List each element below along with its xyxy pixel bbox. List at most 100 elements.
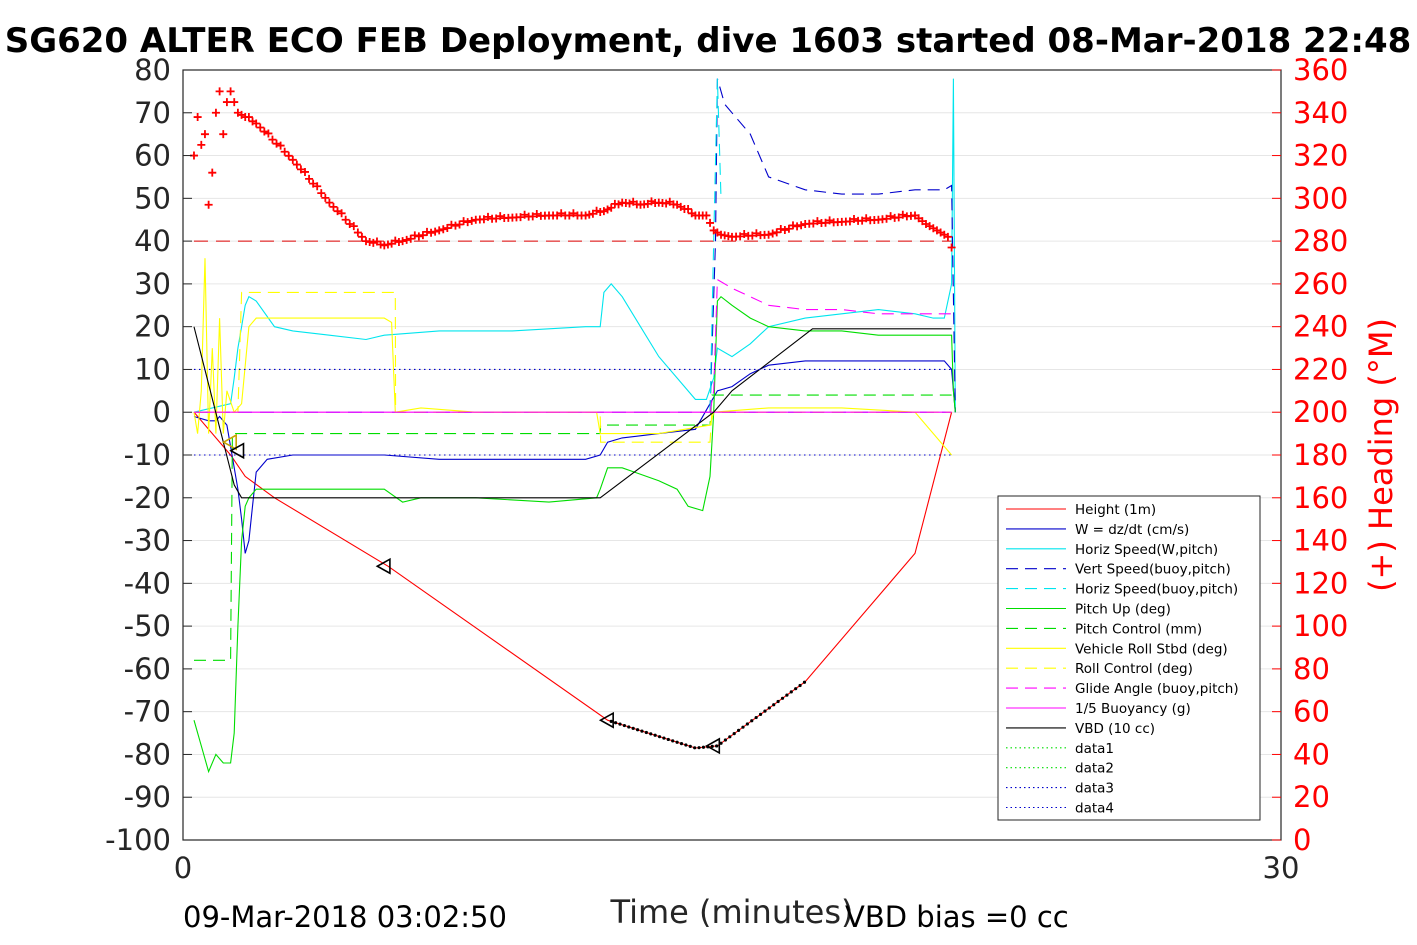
heading-marker xyxy=(886,212,895,221)
heading-marker xyxy=(414,232,423,241)
height-dot xyxy=(684,743,688,747)
height-dot xyxy=(798,683,802,688)
heading-marker xyxy=(825,216,834,225)
y2-tick-label: 160 xyxy=(1293,481,1348,515)
heading-marker xyxy=(516,213,525,222)
heading-marker xyxy=(736,232,745,241)
heading-marker xyxy=(341,215,350,224)
y2-tick-label: 0 xyxy=(1293,823,1311,857)
y-tick-label: 30 xyxy=(134,267,171,301)
heading-marker xyxy=(463,218,472,227)
heading-marker xyxy=(313,182,322,191)
heading-marker xyxy=(894,213,903,222)
heading-marker xyxy=(809,219,818,228)
heading-marker xyxy=(391,236,400,245)
height-dot xyxy=(780,696,785,700)
heading-marker xyxy=(325,198,334,207)
heading-marker xyxy=(208,168,217,177)
height-dot xyxy=(710,744,714,748)
heading-marker xyxy=(862,214,871,223)
y-tick-label: 80 xyxy=(134,53,171,87)
heading-marker xyxy=(406,234,415,243)
series-line xyxy=(709,78,956,413)
series-line xyxy=(193,360,956,554)
heading-marker xyxy=(321,193,330,202)
height-dot xyxy=(719,741,723,745)
heading-marker xyxy=(402,235,411,244)
axis-ticks: 80706050403020100-10-20-30-40-50-60-70-8… xyxy=(105,53,1348,885)
heading-marker xyxy=(423,227,431,236)
heading-marker xyxy=(793,222,802,231)
heading-marker xyxy=(244,113,253,122)
height-dot xyxy=(794,687,798,691)
heading-marker xyxy=(943,232,952,241)
height-dot xyxy=(693,746,697,750)
height-dot xyxy=(614,721,618,725)
heading-marker xyxy=(447,220,456,229)
footer-vbd-bias: VBD bias =0 cc xyxy=(845,900,1069,934)
heading-marker xyxy=(706,218,715,227)
heading-marker xyxy=(427,228,436,237)
y-tick-label: -50 xyxy=(124,609,171,643)
y-tick-label: -30 xyxy=(124,524,171,558)
heading-marker xyxy=(850,215,858,224)
x-tick-label: 0 xyxy=(174,851,192,885)
heading-marker xyxy=(455,220,464,229)
y2-tick-label: 180 xyxy=(1293,438,1348,472)
heading-marker xyxy=(662,199,671,208)
heading-marker xyxy=(625,199,634,208)
height-dot xyxy=(701,745,706,749)
heading-marker xyxy=(496,212,505,221)
heading-marker xyxy=(607,203,616,212)
legend-label: Glide Angle (buoy,pitch) xyxy=(1075,681,1239,697)
heading-marker xyxy=(553,211,562,220)
heading-marker xyxy=(764,230,773,239)
height-dot xyxy=(671,739,675,743)
heading-marker xyxy=(780,225,789,234)
heading-marker xyxy=(784,224,793,233)
legend-label: Roll Control (deg) xyxy=(1075,661,1193,677)
heading-marker xyxy=(305,174,314,183)
heading-marker xyxy=(748,231,757,240)
heading-marker xyxy=(215,87,224,96)
heading-marker xyxy=(418,231,427,240)
series-line xyxy=(194,291,952,443)
heading-marker xyxy=(459,217,468,226)
triangle-marker xyxy=(598,711,614,729)
height-dot xyxy=(715,744,719,748)
legend-label: Horiz Speed(W,pitch) xyxy=(1075,542,1218,558)
triangle-marker xyxy=(221,433,237,451)
legend-label: VBD (10 cc) xyxy=(1075,721,1155,737)
legend-label: W = dz/dt (cm/s) xyxy=(1075,522,1189,538)
height-dot xyxy=(789,690,793,694)
y2-tick-label: 40 xyxy=(1293,737,1330,771)
heading-marker xyxy=(398,237,407,246)
triangle-marker xyxy=(705,737,721,755)
heading-marker xyxy=(520,210,529,219)
heading-marker xyxy=(256,123,265,132)
heading-marker xyxy=(813,217,822,226)
legend-label: Height (1m) xyxy=(1075,502,1156,518)
heading-marker xyxy=(467,216,476,225)
heading-marker xyxy=(789,221,797,230)
heading-marker xyxy=(230,98,239,107)
heading-marker xyxy=(484,212,492,221)
y2-axis-label: (+) Heading (°M) xyxy=(1362,318,1400,592)
y2-tick-label: 100 xyxy=(1293,609,1348,643)
y2-tick-label: 340 xyxy=(1293,96,1348,130)
heading-marker xyxy=(451,221,460,230)
height-dot xyxy=(732,731,736,736)
height-dot xyxy=(728,735,732,739)
height-dot xyxy=(776,699,780,704)
height-dot xyxy=(679,742,684,746)
heading-marker xyxy=(260,127,269,136)
height-dot xyxy=(697,746,701,750)
height-dot xyxy=(763,709,767,713)
heading-marker xyxy=(684,205,693,214)
y-tick-label: 40 xyxy=(134,224,171,258)
y-tick-label: -60 xyxy=(124,652,171,686)
heading-marker xyxy=(204,200,213,209)
height-dot xyxy=(662,736,666,740)
height-dot xyxy=(802,680,807,684)
